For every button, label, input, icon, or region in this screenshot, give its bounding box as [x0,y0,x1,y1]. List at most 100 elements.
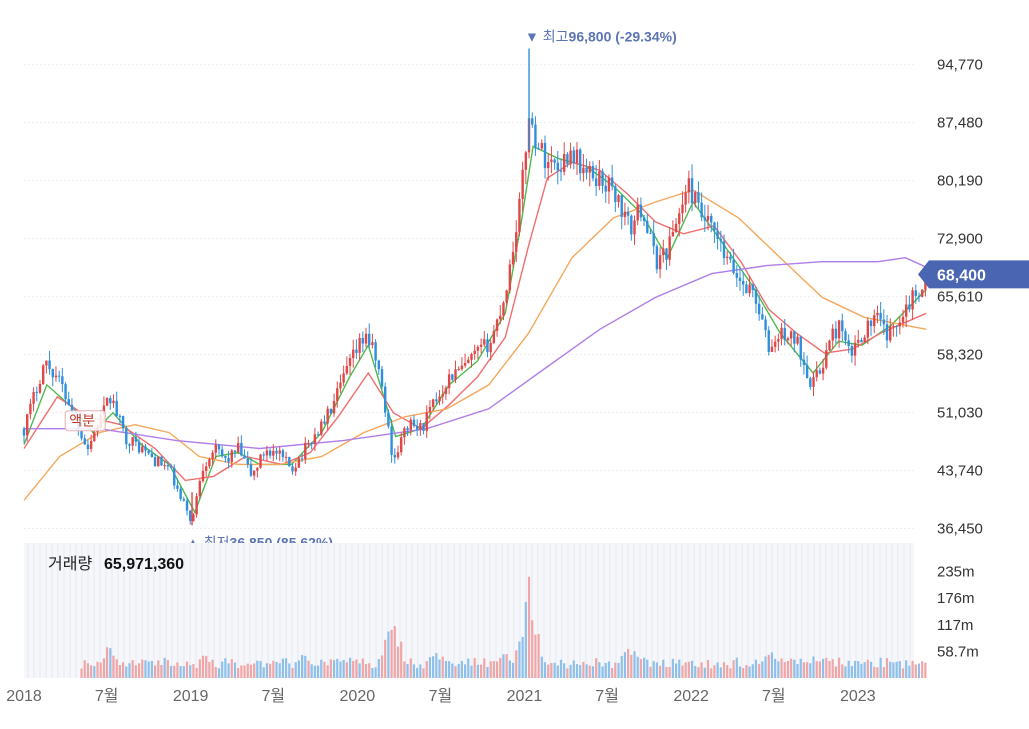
volume-tick-label: 235m [937,563,975,580]
candle [61,367,64,393]
candle [467,356,470,364]
dividend-marker: 액분 [64,410,106,432]
volume-bar [713,665,716,678]
candle [201,463,205,483]
candle [406,425,409,436]
volume-bar [537,634,540,678]
volume-bar [860,663,863,678]
volume-bar [275,661,278,678]
candle [383,382,387,417]
volume-bar [639,659,643,678]
volume-bar [837,657,841,678]
volume-bar [636,656,639,678]
volume-bar [141,659,144,678]
volume-bar [690,660,694,678]
candle [885,314,889,349]
volume-bar [342,659,345,678]
candle [57,370,61,382]
candle [681,191,684,222]
candle [243,449,246,459]
candle [358,333,361,361]
volume-bar [412,664,416,678]
volume-bar [572,660,575,678]
candle [371,333,374,349]
time-tick-label: 7월 [262,687,286,705]
volume-bar [841,664,844,678]
price-tick-label: 87,480 [937,115,983,132]
volume-bar [278,663,281,678]
volume-bar [189,665,192,678]
candle [22,426,26,443]
candle [531,112,534,128]
candle [505,289,508,306]
time-axis-ticks: 2018 7월 2019 7월 2020 7월 2021 7월 2022 7월 2023 [6,687,876,705]
candle [722,234,726,266]
candle [51,368,54,387]
time-tick-label: 2020 [340,688,376,705]
candle [236,436,240,454]
volume-bar [364,663,368,678]
price-tick-label: 43,740 [937,462,983,479]
volume-bar [201,655,205,678]
candle [310,441,313,450]
volume-bar [566,668,569,678]
candle [447,368,451,395]
volume-bar [614,662,617,678]
price-tick-label: 72,900 [937,231,983,248]
volume-bar [569,664,572,678]
volume-bar [310,664,313,678]
volume-bar [652,661,655,678]
candle [48,350,51,375]
volume-bar [464,664,467,678]
candle [898,316,902,335]
volume-bar [831,659,834,678]
volume-bar [409,658,412,678]
high-value: 96,800 (-29.34%) [569,29,677,45]
volume-bar [348,657,352,678]
candle [457,366,460,371]
volume-bar [355,659,358,678]
candle [141,442,144,454]
candle [329,408,333,415]
price-tick-label: 65,610 [937,289,983,306]
volume-label: 거래량 [48,555,92,573]
volume-bar [467,658,470,678]
volume-bar [147,661,150,678]
candle [895,325,898,337]
volume-bar [885,658,889,678]
volume-bar [556,665,559,678]
candle [89,434,93,453]
volume-bar [380,655,384,678]
candle [537,142,540,150]
candle [607,174,611,204]
volume-bar [515,650,518,678]
volume-bar [345,662,348,678]
price-axis-ticks: 36,450 43,740 51,030 58,320 65,610 72,900 80,1… [937,57,983,538]
candle [671,220,675,237]
candle [224,455,227,463]
volume-bar [316,665,320,678]
volume-bar [451,663,454,678]
candle [802,351,806,375]
volume-bar [719,667,722,678]
volume-bar [352,660,355,678]
candle [719,230,723,252]
volume-bar [393,626,396,678]
volume-bar [432,656,435,678]
candle [630,214,633,241]
volume-bar [307,660,310,678]
volume-bar [777,661,780,678]
volume-bar [106,647,109,678]
volume-bar [834,666,837,678]
candle [230,449,233,468]
volume-bar [387,631,390,678]
volume-bar [518,641,521,678]
volume-bar [374,667,377,678]
candle [431,398,435,411]
volume-bar [400,641,403,678]
volume-bar [272,660,275,678]
moving-average-line [23,161,927,482]
candle [288,456,291,467]
volume-bar [534,634,537,678]
volume-bar [738,666,742,678]
